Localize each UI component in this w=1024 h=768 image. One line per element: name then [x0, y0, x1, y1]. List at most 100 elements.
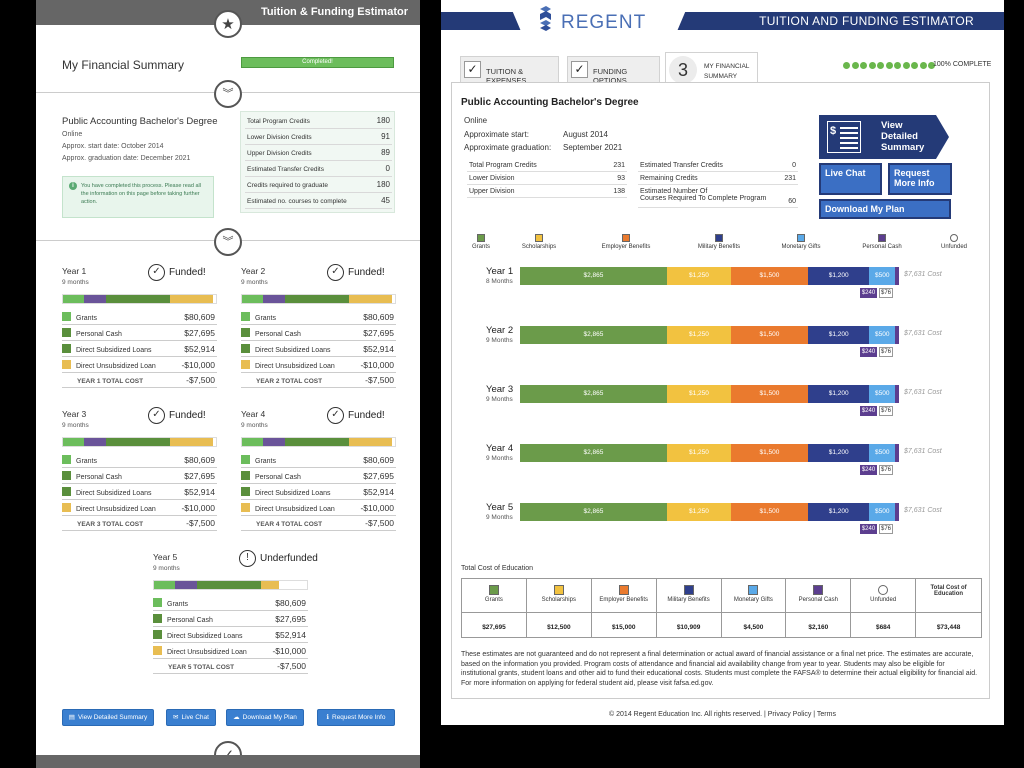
summary-label: Lower Division Credits	[247, 134, 312, 141]
tab-tuition-expenses[interactable]: ✓ TUITION & EXPENSES	[460, 56, 559, 85]
year-title: Year 2	[241, 266, 266, 276]
brand-name: REGENT	[561, 12, 647, 33]
start-date: Approx. start date: October 2014	[62, 143, 164, 150]
completion-alert: i You have completed this process. Pleas…	[62, 176, 214, 218]
funding-label: Direct Subsidized Loans	[255, 347, 331, 354]
year-months: 9 months	[153, 565, 180, 572]
funding-label: Grants	[76, 458, 98, 465]
year-months: 9 Months	[486, 337, 513, 344]
regent-logo[interactable]: REGENT	[509, 3, 689, 37]
progress-dot	[860, 62, 867, 69]
funding-row: Grants $80,609	[62, 453, 217, 468]
funding-row: Direct Subsidized Loans $52,914	[241, 485, 396, 500]
funding-row: Direct Unsubsidized Loan -$10,000	[62, 501, 217, 516]
double-chevron-down-icon[interactable]: ︾	[214, 228, 242, 256]
bar-segment	[349, 295, 392, 303]
legend-label: Scholarships	[521, 244, 557, 250]
total-cell: Total Cost of Education $73,448	[916, 579, 981, 637]
year-label: Year 1	[486, 266, 514, 277]
legend-swatch	[153, 598, 162, 607]
bar-segment: $2,865	[520, 385, 667, 403]
button-label: View	[881, 120, 903, 131]
button-label: Live Chat	[181, 714, 209, 721]
view-detailed-summary-button[interactable]: ▤ View Detailed Summary	[62, 709, 154, 726]
legend-swatch	[241, 487, 250, 496]
progress-dot	[894, 62, 901, 69]
funding-status: Underfunded	[260, 553, 318, 564]
bar-segment	[242, 295, 264, 303]
year-title: Year 5	[153, 552, 178, 562]
legend-item: Personal Cash	[852, 234, 912, 250]
progress-dot	[843, 62, 850, 69]
year-label: Year 3	[486, 384, 514, 395]
double-chevron-down-icon[interactable]: ︾	[214, 80, 242, 108]
total-value: -$7,500	[186, 375, 215, 385]
year-cost: $7,631 Cost	[904, 271, 942, 278]
funding-label: Direct Unsubsidized Loan	[255, 506, 335, 513]
funding-value: $80,609	[184, 455, 215, 465]
total-cell: Unfunded $684	[851, 579, 917, 637]
download-my-plan-button[interactable]: ☁ Download My Plan	[226, 709, 304, 726]
bar-segment: $2,865	[520, 267, 667, 285]
summary-row: Lower Division 93	[467, 173, 627, 185]
section-title: My Financial Summary	[62, 58, 185, 72]
tab-my-financial-summary[interactable]: 3 MY FINANCIAL SUMMARY	[665, 52, 758, 86]
summary-value: 138	[613, 188, 625, 195]
legend-swatch	[241, 312, 250, 321]
bar-segment	[895, 444, 899, 462]
total-label: YEAR 5 TOTAL COST	[168, 664, 235, 671]
funding-value: $52,914	[363, 487, 394, 497]
step-number: 3	[669, 56, 697, 84]
progress-dot	[868, 62, 876, 69]
view-detailed-summary-button[interactable]: $ View Detailed Summary	[819, 115, 949, 159]
study-mode: Online	[62, 131, 83, 138]
funding-row: Personal Cash $27,695	[241, 326, 396, 341]
funding-bar	[241, 437, 396, 447]
legend-item: Unfunded	[924, 234, 984, 250]
funding-row: Grants $80,609	[153, 596, 308, 611]
funding-value: $52,914	[275, 630, 306, 640]
document-icon: ▤	[68, 714, 75, 721]
unfunded-badge: $76	[879, 406, 893, 416]
total-value: $2,160	[808, 624, 829, 631]
personal-cash-badge: $240	[860, 406, 877, 416]
tab-funding-options[interactable]: ✓ FUNDING OPTIONS	[567, 56, 660, 85]
personal-cash-badge: $240	[860, 524, 877, 534]
mobile-view: Tuition & Funding Estimator ★ ︾ ︾ My Fin…	[36, 0, 420, 768]
bar-segment: $1,250	[666, 326, 731, 344]
total-cost-row: YEAR 1 TOTAL COST -$7,500	[62, 374, 217, 388]
live-chat-button[interactable]: ✉ Live Chat	[166, 709, 216, 726]
funding-row: Direct Unsubsidized Loan -$10,000	[153, 644, 308, 659]
summary-value: 0	[792, 162, 796, 169]
total-label: Grants	[484, 597, 503, 603]
legend-swatch	[241, 360, 250, 369]
legend-label: Personal Cash	[862, 244, 902, 250]
legend-swatch	[241, 471, 250, 480]
bar-segment	[261, 581, 280, 589]
total-label: Employer Benefits	[599, 597, 649, 603]
funding-row: Direct Subsidized Loans $52,914	[241, 342, 396, 357]
bar-segment	[263, 438, 285, 446]
legend-swatch	[241, 455, 250, 464]
funding-label: Personal Cash	[76, 331, 122, 338]
total-cost-title: Total Cost of Education	[461, 565, 533, 572]
funding-row: Grants $80,609	[62, 310, 217, 325]
button-label: More Info	[894, 178, 935, 188]
bar-segment: $1,250	[666, 385, 731, 403]
total-cost-row: YEAR 2 TOTAL COST -$7,500	[241, 374, 396, 388]
year-block: Year 4 9 months ✓ Funded! Grants $80,609 Perso…	[241, 407, 396, 533]
funding-bar: $2,865 $1,250 $1,500 $1,200 $500	[520, 326, 899, 344]
legend-swatch	[62, 503, 71, 512]
funding-label: Grants	[255, 458, 277, 465]
request-more-info-button[interactable]: Request More Info	[888, 163, 952, 195]
request-more-info-button[interactable]: ℹ Request More Info	[317, 709, 395, 726]
year-months: 9 months	[241, 279, 268, 286]
funding-bar	[153, 580, 308, 590]
legend-swatch	[62, 471, 71, 480]
total-cost-row: YEAR 3 TOTAL COST -$7,500	[62, 517, 217, 531]
live-chat-button[interactable]: Live Chat	[819, 163, 882, 195]
bar-segment: $1,500	[731, 503, 808, 521]
bar-segment	[63, 438, 85, 446]
download-plan-button[interactable]: Download My Plan	[819, 199, 951, 219]
summary-row: Estimated Number Of Courses Required To C…	[638, 186, 798, 208]
